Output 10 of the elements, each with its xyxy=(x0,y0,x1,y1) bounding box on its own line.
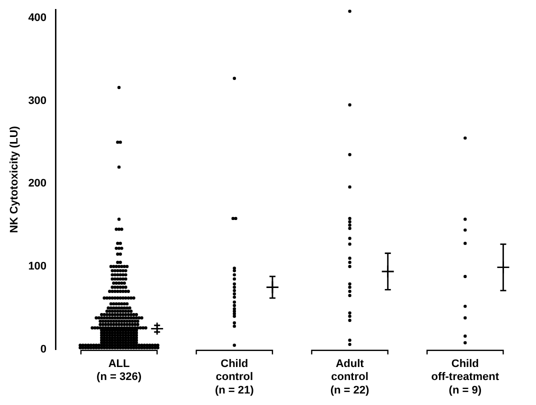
y-tick-label: 100 xyxy=(28,260,47,273)
y-tick-label: 200 xyxy=(28,178,47,190)
x-tick-label: Adult control (n = 22) xyxy=(330,358,370,396)
x-tick-label: Child control (n = 21) xyxy=(214,358,254,396)
x-tick-label: Child off-treatment (n = 9) xyxy=(431,358,500,396)
y-tick-label: 300 xyxy=(28,94,47,107)
x-tick-label: ALL (n = 326) xyxy=(96,358,142,384)
y-tick-label: 400 xyxy=(28,12,47,24)
y-axis-title: NK Cytotoxicity (LU) xyxy=(8,126,21,233)
y-tick-label: 0 xyxy=(40,343,47,356)
